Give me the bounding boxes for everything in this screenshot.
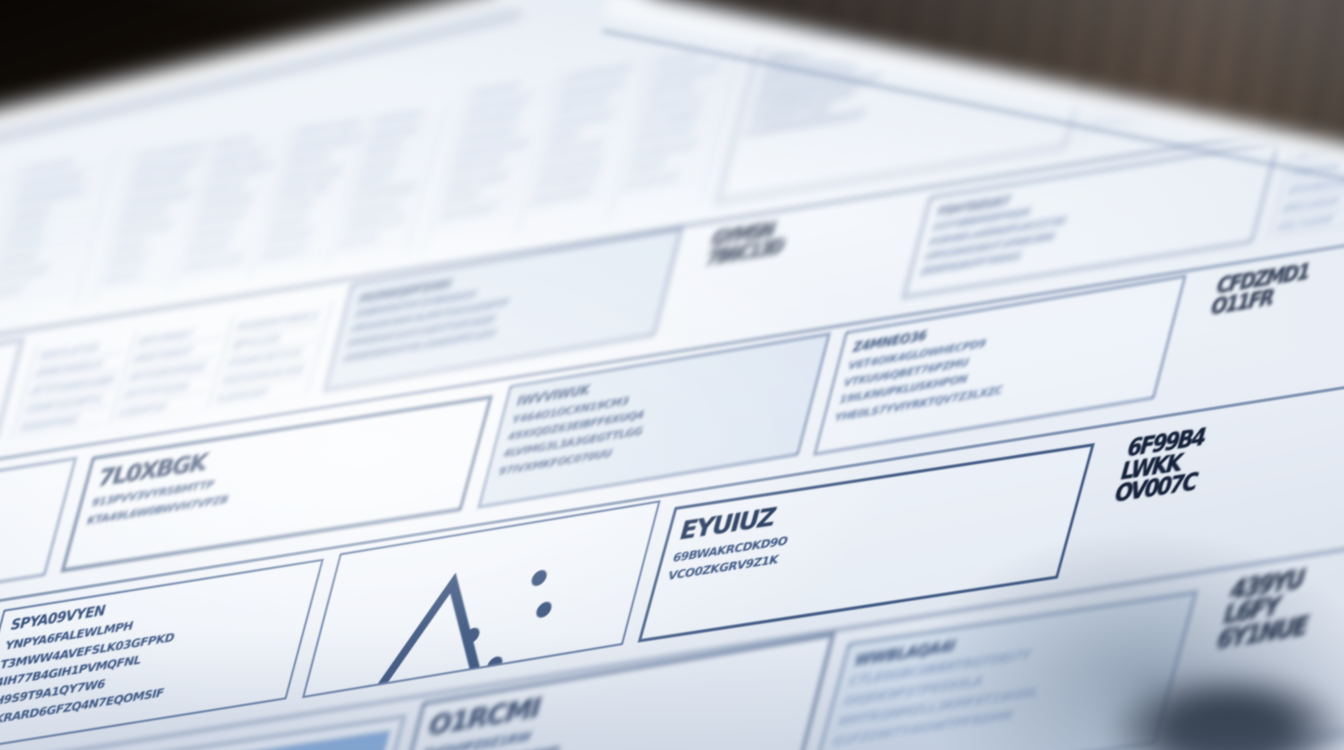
desk-wood-top-right [600, 0, 1344, 290]
pseudo-text-line: LYUNPKT16C [0, 199, 4, 225]
pseudo-text-line: DPWZ0DAM7PITUS94OVIGXP [0, 369, 4, 432]
corner-object-shadow [1064, 650, 1344, 750]
desk-wood-top-left [0, 0, 500, 200]
wood-surface [600, 0, 1344, 155]
wood-surface [0, 0, 500, 123]
filled-bar [58, 731, 390, 750]
cell-title: ASUPW604QE [0, 350, 9, 418]
